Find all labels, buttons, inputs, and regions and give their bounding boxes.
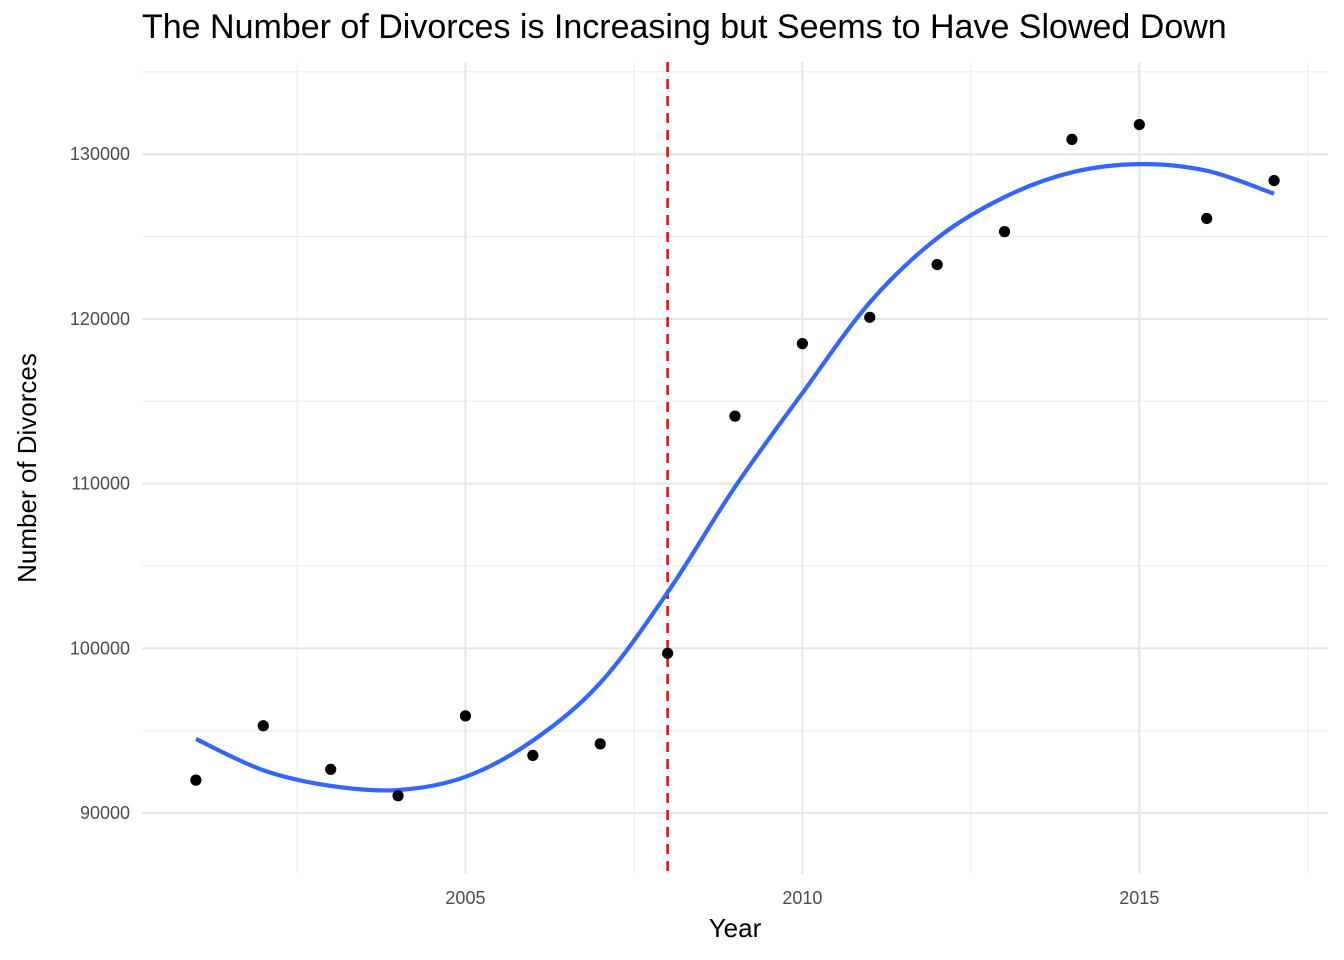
major-gridlines: [142, 62, 1328, 874]
data-point: [1268, 174, 1280, 187]
data-point: [1066, 133, 1078, 146]
x-axis-title: Year: [709, 913, 762, 943]
point-layer: [190, 118, 1280, 802]
data-point: [998, 226, 1011, 238]
data-point: [594, 738, 606, 750]
chart-title: The Number of Divorces is Increasing but…: [142, 8, 1227, 46]
data-point: [190, 774, 202, 786]
x-tick-label: 2010: [782, 888, 822, 908]
x-tick-label: 2015: [1119, 888, 1159, 908]
y-tick-label: 120000: [70, 309, 130, 329]
data-point: [662, 647, 674, 659]
data-point: [1133, 118, 1145, 131]
data-point: [796, 338, 808, 350]
smooth-trend-line: [195, 162, 1275, 793]
data-point: [325, 763, 337, 776]
y-tick-labels: 90000 100000 110000 120000 130000: [70, 144, 130, 823]
y-tick-label: 90000: [80, 803, 130, 823]
data-point: [931, 258, 943, 271]
data-point: [459, 710, 472, 722]
data-point: [729, 410, 741, 422]
x-tick-label: 2005: [445, 888, 485, 908]
y-tick-label: 100000: [70, 638, 130, 658]
y-tick-label: 110000: [71, 474, 130, 494]
data-point: [527, 749, 539, 762]
data-point: [392, 790, 404, 802]
y-tick-label: 130000: [70, 144, 130, 164]
data-point: [1201, 212, 1213, 225]
data-point: [864, 311, 876, 323]
data-point: [257, 720, 269, 732]
x-tick-labels: 2005 2010 2015: [445, 888, 1159, 908]
trend-line-layer: [195, 162, 1275, 793]
y-axis-title: Number of Divorces: [12, 353, 42, 583]
minor-gridlines: [142, 62, 1328, 874]
